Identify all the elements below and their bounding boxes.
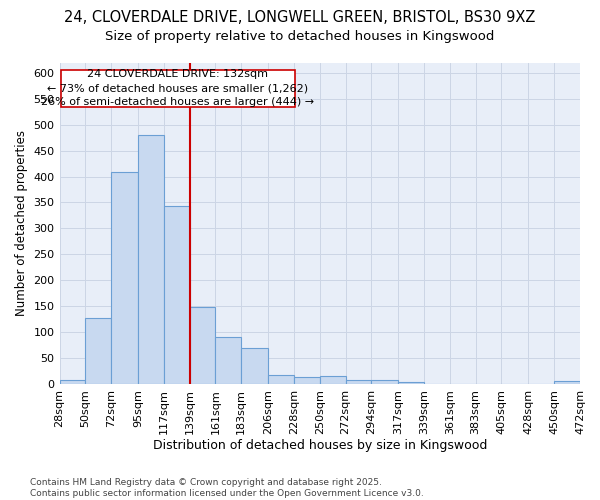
Bar (346, 380, 371, 384)
Y-axis label: Number of detached properties: Number of detached properties (15, 130, 28, 316)
Bar (85, 318, 111, 384)
Bar (138, 134, 164, 384)
Text: 24 CLOVERDALE DRIVE: 132sqm
← 73% of detached houses are smaller (1,262)
26% of : 24 CLOVERDALE DRIVE: 132sqm ← 73% of det… (41, 70, 314, 108)
X-axis label: Distribution of detached houses by size in Kingswood: Distribution of detached houses by size … (152, 440, 487, 452)
Bar (554, 382, 580, 384)
Bar (241, 348, 268, 384)
Bar (190, 307, 215, 384)
Bar (398, 382, 424, 384)
Text: Contains HM Land Registry data © Crown copyright and database right 2025.
Contai: Contains HM Land Registry data © Crown c… (30, 478, 424, 498)
Text: Size of property relative to detached houses in Kingswood: Size of property relative to detached ho… (106, 30, 494, 43)
Bar (215, 337, 241, 384)
Bar (111, 172, 138, 384)
Bar (268, 374, 294, 384)
Bar (164, 206, 190, 384)
Bar (371, 380, 398, 384)
Bar (294, 376, 320, 384)
Bar (320, 376, 346, 384)
Bar (59, 380, 85, 384)
Text: 24, CLOVERDALE DRIVE, LONGWELL GREEN, BRISTOL, BS30 9XZ: 24, CLOVERDALE DRIVE, LONGWELL GREEN, BR… (64, 10, 536, 25)
FancyBboxPatch shape (61, 70, 295, 106)
